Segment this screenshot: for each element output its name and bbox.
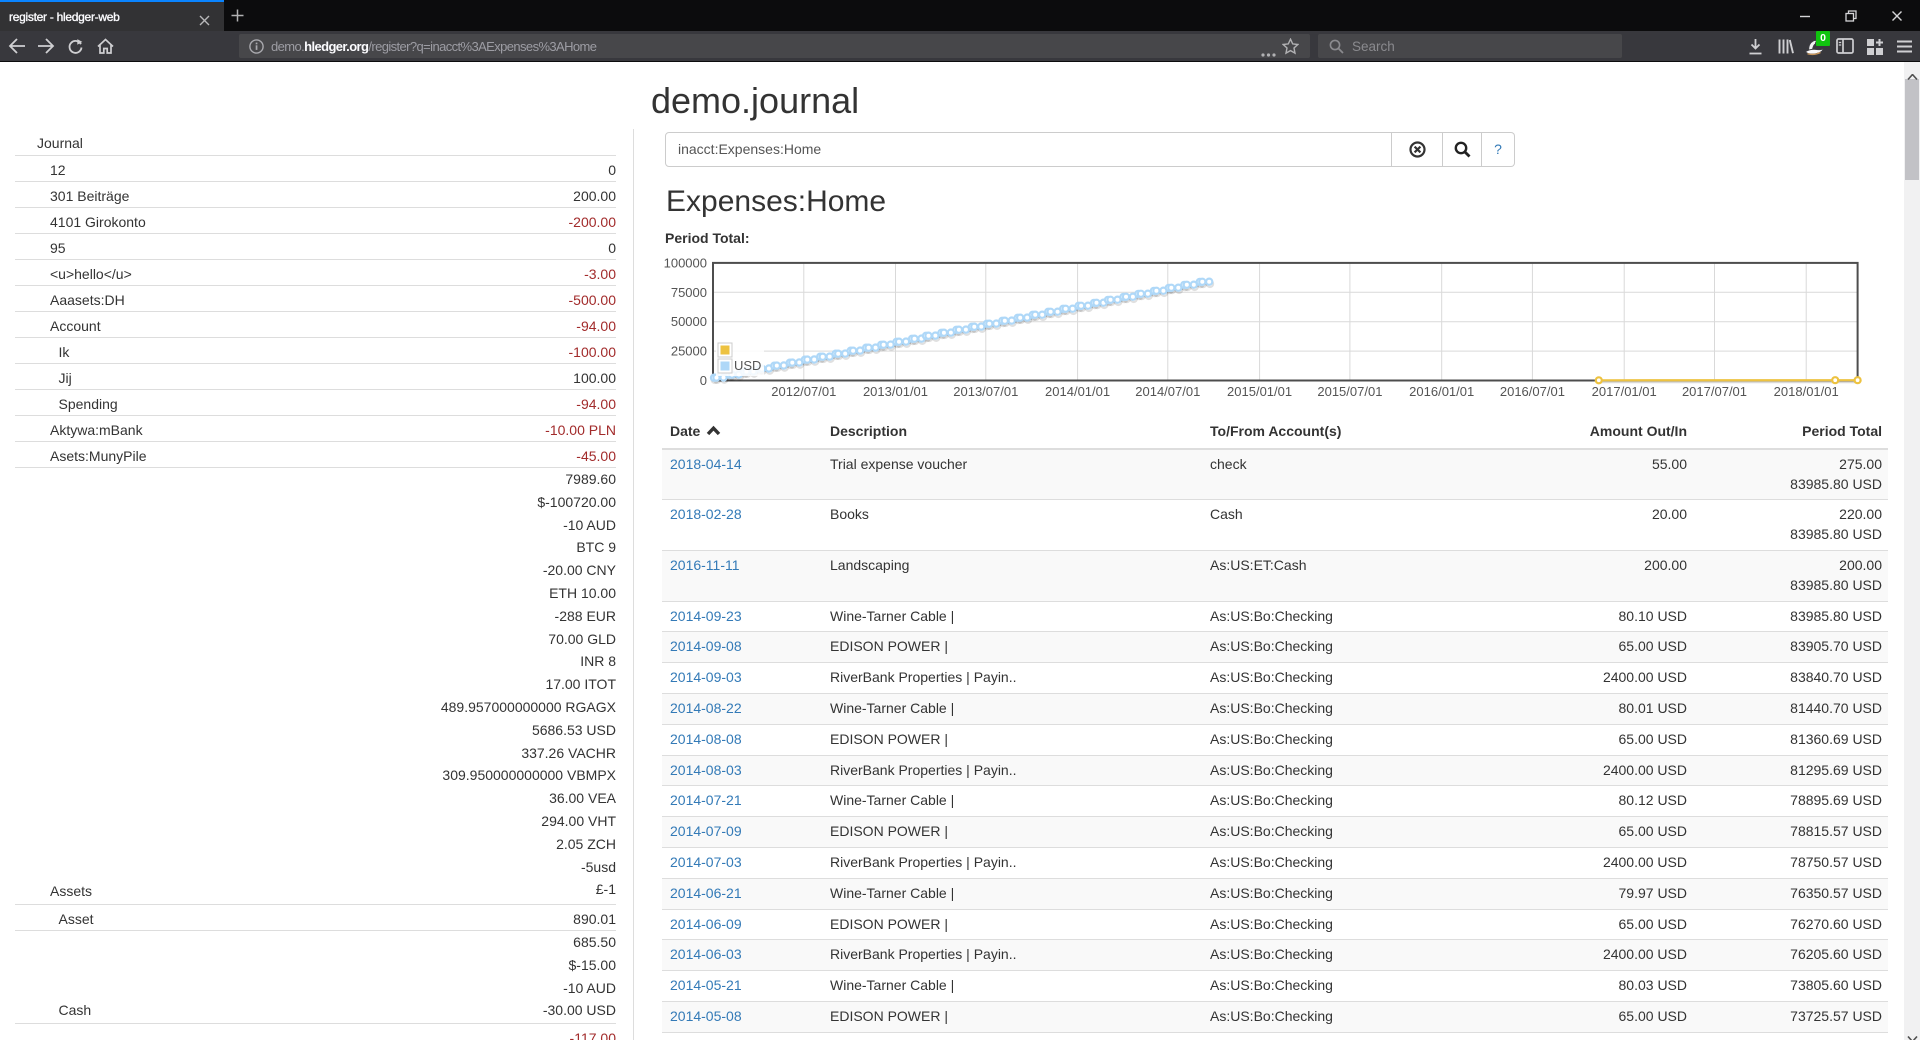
- svg-text:0: 0: [700, 373, 707, 388]
- svg-text:USD: USD: [734, 358, 761, 373]
- svg-text:2016/07/01: 2016/07/01: [1500, 384, 1565, 399]
- svg-text:2015/01/01: 2015/01/01: [1227, 384, 1292, 399]
- svg-text:2017/01/01: 2017/01/01: [1592, 384, 1657, 399]
- svg-text:2013/01/01: 2013/01/01: [863, 384, 928, 399]
- svg-text:2018/01/01: 2018/01/01: [1774, 384, 1839, 399]
- svg-text:2014/01/01: 2014/01/01: [1045, 384, 1110, 399]
- svg-text:2015/07/01: 2015/07/01: [1317, 384, 1382, 399]
- svg-text:2013/07/01: 2013/07/01: [953, 384, 1018, 399]
- svg-text:2012/07/01: 2012/07/01: [771, 384, 836, 399]
- svg-text:75000: 75000: [671, 285, 707, 300]
- svg-text:25000: 25000: [671, 344, 707, 359]
- svg-text:50000: 50000: [671, 314, 707, 329]
- svg-text:100000: 100000: [664, 255, 707, 270]
- svg-text:2017/07/01: 2017/07/01: [1682, 384, 1747, 399]
- svg-text:2014/07/01: 2014/07/01: [1135, 384, 1200, 399]
- svg-text:2016/01/01: 2016/01/01: [1409, 384, 1474, 399]
